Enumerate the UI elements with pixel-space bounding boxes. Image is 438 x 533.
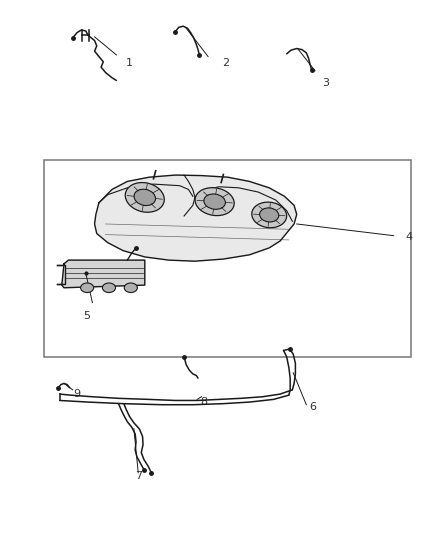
Ellipse shape: [124, 283, 138, 293]
Text: 6: 6: [309, 402, 316, 413]
Text: 5: 5: [83, 311, 90, 321]
Text: 4: 4: [405, 232, 413, 243]
Ellipse shape: [102, 283, 116, 293]
Polygon shape: [62, 260, 145, 288]
Ellipse shape: [125, 182, 164, 212]
Text: 3: 3: [322, 78, 329, 88]
Text: 7: 7: [134, 472, 142, 481]
Text: 2: 2: [222, 59, 229, 68]
Ellipse shape: [260, 208, 279, 222]
Ellipse shape: [134, 189, 155, 206]
Ellipse shape: [252, 202, 286, 228]
Polygon shape: [95, 175, 297, 261]
Text: 8: 8: [200, 397, 207, 407]
Ellipse shape: [81, 283, 94, 293]
Text: 1: 1: [126, 59, 133, 68]
Ellipse shape: [195, 188, 234, 216]
Bar: [44, 160, 411, 357]
Text: 9: 9: [74, 389, 81, 399]
Ellipse shape: [204, 194, 226, 209]
